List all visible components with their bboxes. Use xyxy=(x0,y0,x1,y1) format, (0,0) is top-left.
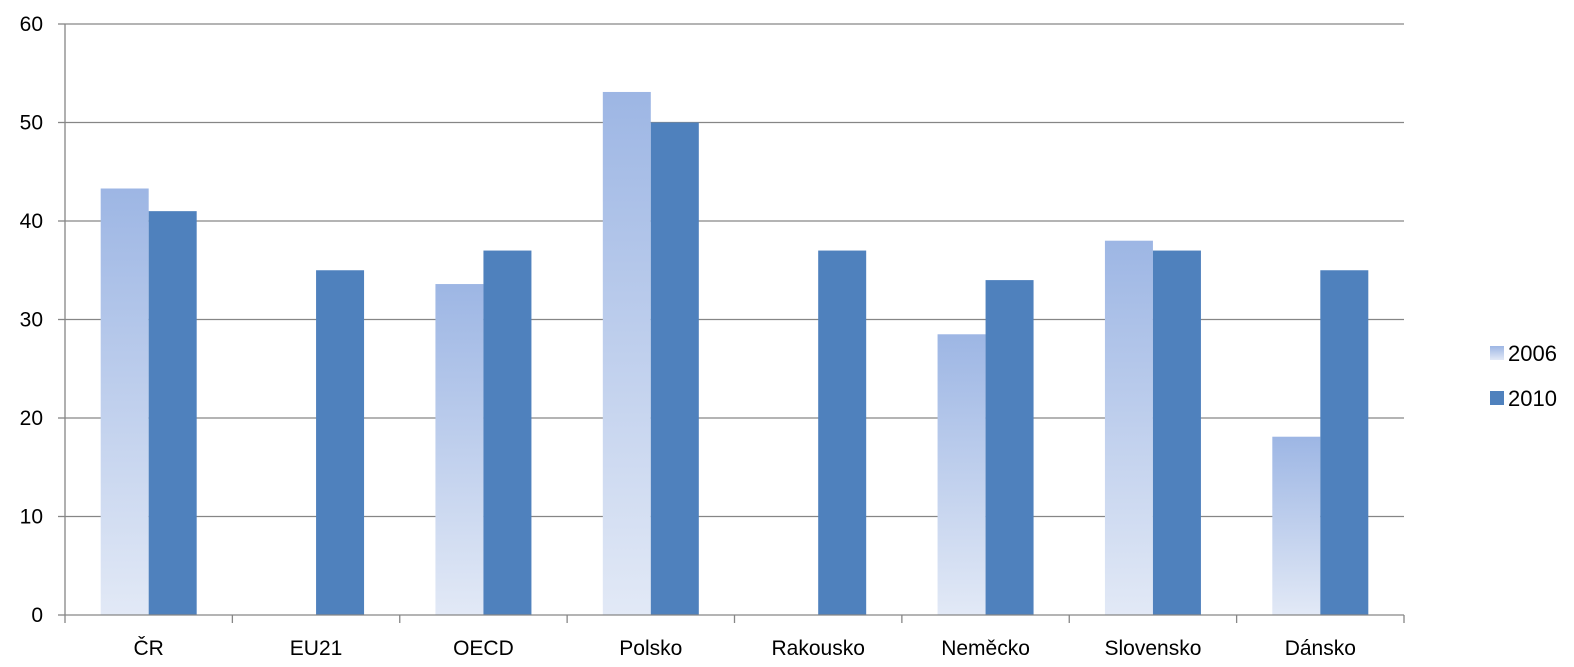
category-labels: ČR EU21 OECD Polsko Rakousko Neměcko Slovensko… xyxy=(134,637,1356,660)
y-tick-label: 20 xyxy=(20,407,43,430)
category-label: OECD xyxy=(453,637,514,660)
y-tick-label: 0 xyxy=(31,604,43,627)
y-tick-label: 50 xyxy=(20,112,43,135)
bar-2010 xyxy=(148,211,197,615)
bar-2006 xyxy=(602,91,651,616)
category-label: Dánsko xyxy=(1285,637,1356,660)
bar-2006 xyxy=(435,284,484,615)
category-label: Rakousko xyxy=(771,637,864,660)
legend-swatch-2010 xyxy=(1490,391,1504,405)
bar-2010 xyxy=(1320,270,1369,615)
bar-2010 xyxy=(985,280,1034,615)
y-tick-label: 10 xyxy=(20,506,43,529)
category-label: ČR xyxy=(134,637,164,660)
category-label: Polsko xyxy=(619,637,682,660)
bar-2010 xyxy=(650,122,699,615)
y-tick-labels: 0 10 20 30 40 50 60 xyxy=(20,13,43,627)
legend-swatch-2006 xyxy=(1490,346,1504,360)
legend-label-2010: 2010 xyxy=(1508,386,1557,411)
bar-2010 xyxy=(316,270,365,615)
bar-2010 xyxy=(483,250,532,616)
axes xyxy=(58,23,1405,623)
gridlines xyxy=(65,23,1404,518)
bar-2010 xyxy=(818,250,867,616)
bars xyxy=(100,91,1369,616)
category-label: Slovensko xyxy=(1104,637,1201,660)
category-label: Neměcko xyxy=(941,637,1030,660)
bar-2010 xyxy=(1152,250,1201,616)
bar-2006 xyxy=(1272,436,1321,615)
legend: 2006 2010 xyxy=(1490,341,1557,411)
category-label: EU21 xyxy=(290,637,343,660)
y-tick-label: 60 xyxy=(20,13,43,36)
y-tick-label: 40 xyxy=(20,210,43,233)
bar-2006 xyxy=(1104,240,1153,615)
bar-2006 xyxy=(100,188,149,615)
y-tick-label: 30 xyxy=(20,309,43,332)
bar-2006 xyxy=(937,334,986,615)
legend-label-2006: 2006 xyxy=(1508,341,1557,366)
